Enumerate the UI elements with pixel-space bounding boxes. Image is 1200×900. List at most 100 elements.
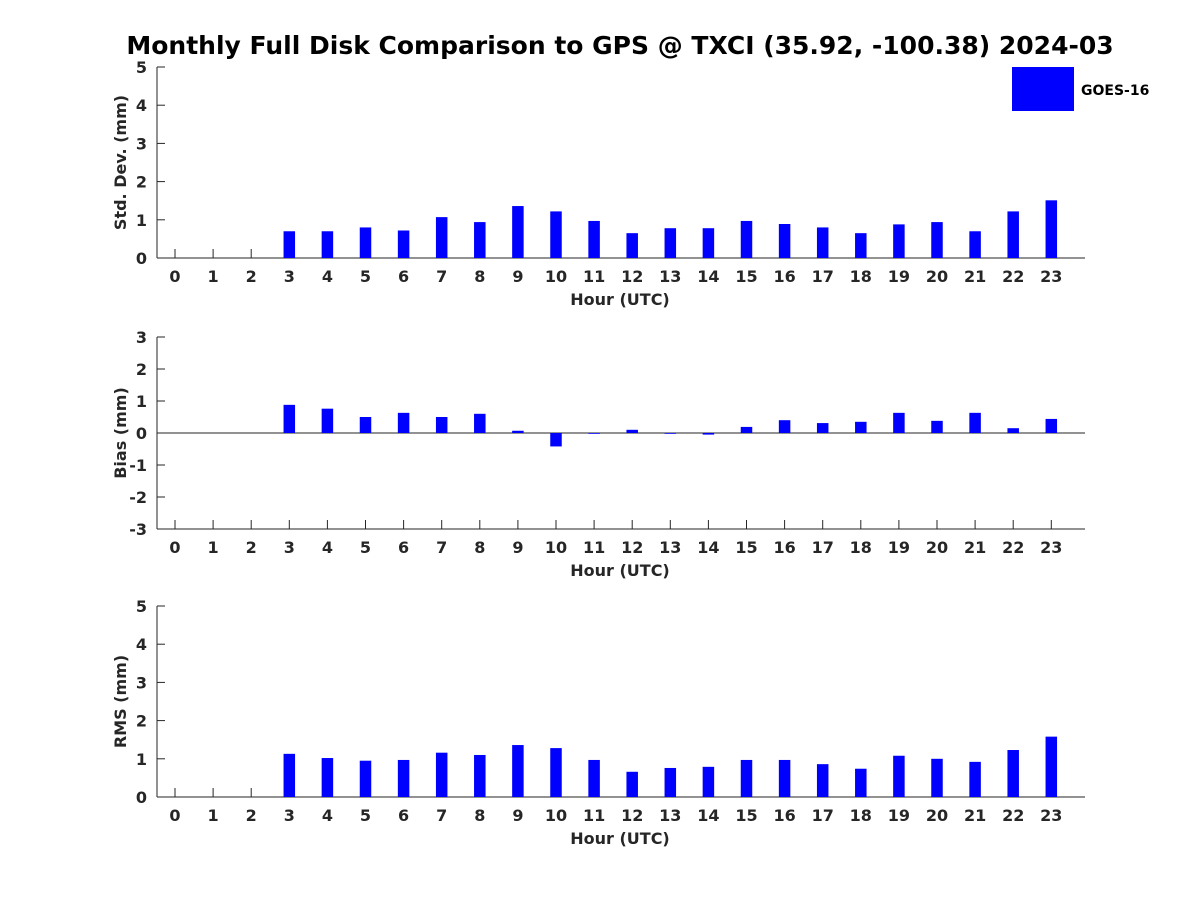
y-tick-label: 0 bbox=[136, 424, 147, 443]
bar-hour-3 bbox=[283, 753, 296, 797]
y-axis-label: RMS (mm) bbox=[111, 655, 130, 748]
bar-hour-9 bbox=[512, 206, 524, 258]
x-tick-label: 16 bbox=[773, 267, 795, 286]
bar-hour-21 bbox=[969, 761, 981, 797]
y-tick-label: 3 bbox=[136, 134, 147, 153]
x-tick-label: 9 bbox=[512, 806, 523, 825]
x-tick-label: 12 bbox=[621, 538, 643, 557]
x-tick-label: 19 bbox=[888, 806, 910, 825]
bar-hour-12 bbox=[626, 771, 638, 797]
x-tick-label: 1 bbox=[208, 806, 219, 825]
y-tick-label: 3 bbox=[136, 673, 147, 692]
x-tick-label: 20 bbox=[926, 267, 948, 286]
bar-hour-11 bbox=[588, 759, 600, 797]
x-tick-label: 23 bbox=[1040, 806, 1062, 825]
bar-hour-8 bbox=[474, 222, 486, 258]
bar-hour-12 bbox=[626, 429, 638, 433]
x-tick-label: 16 bbox=[773, 538, 795, 557]
bar-hour-4 bbox=[321, 408, 334, 433]
y-tick-label: 2 bbox=[136, 712, 147, 731]
bar-hour-8 bbox=[474, 754, 486, 797]
x-tick-label: 13 bbox=[659, 806, 681, 825]
y-tick-label: 3 bbox=[136, 328, 147, 347]
bar-hour-21 bbox=[969, 231, 981, 258]
y-tick-label: 1 bbox=[136, 211, 147, 230]
bar-hour-22 bbox=[1007, 428, 1019, 433]
x-axis-label: Hour (UTC) bbox=[570, 561, 670, 580]
bar-hour-18 bbox=[855, 233, 867, 258]
bar-hour-20 bbox=[931, 222, 943, 258]
x-tick-label: 1 bbox=[208, 267, 219, 286]
x-tick-label: 4 bbox=[322, 538, 333, 557]
x-tick-label: 12 bbox=[621, 267, 643, 286]
y-tick-label: 4 bbox=[136, 635, 147, 654]
chart-title: Monthly Full Disk Comparison to GPS @ TX… bbox=[126, 31, 1113, 60]
x-tick-label: 4 bbox=[322, 806, 333, 825]
bar-hour-3 bbox=[283, 404, 296, 433]
x-tick-label: 1 bbox=[208, 538, 219, 557]
bar-hour-5 bbox=[359, 417, 372, 433]
x-tick-label: 2 bbox=[246, 806, 257, 825]
x-tick-label: 16 bbox=[773, 806, 795, 825]
x-tick-label: 23 bbox=[1040, 267, 1062, 286]
bar-hour-17 bbox=[816, 423, 829, 433]
bar-hour-9 bbox=[512, 430, 524, 433]
x-tick-label: 2 bbox=[246, 538, 257, 557]
y-tick-label: 2 bbox=[136, 173, 147, 192]
x-tick-label: 22 bbox=[1002, 806, 1024, 825]
x-axis-label: Hour (UTC) bbox=[570, 829, 670, 848]
bar-hour-19 bbox=[893, 224, 905, 258]
x-tick-label: 3 bbox=[284, 538, 295, 557]
x-tick-label: 13 bbox=[659, 538, 681, 557]
bar-hour-12 bbox=[626, 233, 638, 258]
x-tick-label: 22 bbox=[1002, 267, 1024, 286]
bar-hour-6 bbox=[397, 230, 410, 258]
x-tick-label: 6 bbox=[398, 267, 409, 286]
bar-hour-21 bbox=[969, 412, 981, 433]
x-tick-label: 5 bbox=[360, 267, 371, 286]
bar-hour-5 bbox=[359, 760, 372, 797]
x-tick-label: 17 bbox=[812, 267, 834, 286]
x-tick-label: 15 bbox=[735, 267, 757, 286]
x-tick-label: 7 bbox=[436, 267, 447, 286]
x-tick-label: 21 bbox=[964, 538, 986, 557]
bar-hour-22 bbox=[1007, 211, 1019, 258]
x-tick-label: 2 bbox=[246, 267, 257, 286]
x-tick-label: 5 bbox=[360, 538, 371, 557]
bar-hour-6 bbox=[397, 412, 410, 433]
bar-hour-15 bbox=[740, 759, 753, 797]
bar-hour-13 bbox=[664, 228, 677, 258]
y-tick-label: 5 bbox=[136, 58, 147, 77]
bar-hour-16 bbox=[778, 759, 791, 797]
y-tick-label: 0 bbox=[136, 788, 147, 807]
bar-hour-14 bbox=[702, 433, 715, 435]
x-tick-label: 9 bbox=[512, 267, 523, 286]
bar-hour-6 bbox=[397, 759, 410, 797]
bar-hour-4 bbox=[321, 758, 334, 797]
bar-hour-10 bbox=[550, 748, 562, 797]
y-tick-label: 1 bbox=[136, 750, 147, 769]
x-tick-label: 19 bbox=[888, 267, 910, 286]
x-tick-label: 17 bbox=[812, 806, 834, 825]
y-tick-label: -3 bbox=[129, 520, 147, 539]
bar-hour-23 bbox=[1045, 200, 1058, 258]
y-tick-label: 5 bbox=[136, 597, 147, 616]
x-tick-label: 0 bbox=[169, 538, 180, 557]
bar-hour-15 bbox=[740, 220, 753, 258]
y-tick-label: -2 bbox=[129, 488, 147, 507]
x-tick-label: 4 bbox=[322, 267, 333, 286]
bar-hour-15 bbox=[740, 426, 753, 433]
x-tick-label: 17 bbox=[812, 538, 834, 557]
x-tick-label: 22 bbox=[1002, 538, 1024, 557]
bar-hour-17 bbox=[816, 764, 829, 797]
x-tick-label: 20 bbox=[926, 806, 948, 825]
bar-hour-23 bbox=[1045, 418, 1058, 433]
x-tick-label: 10 bbox=[545, 267, 567, 286]
x-tick-label: 11 bbox=[583, 538, 605, 557]
x-tick-label: 12 bbox=[621, 806, 643, 825]
